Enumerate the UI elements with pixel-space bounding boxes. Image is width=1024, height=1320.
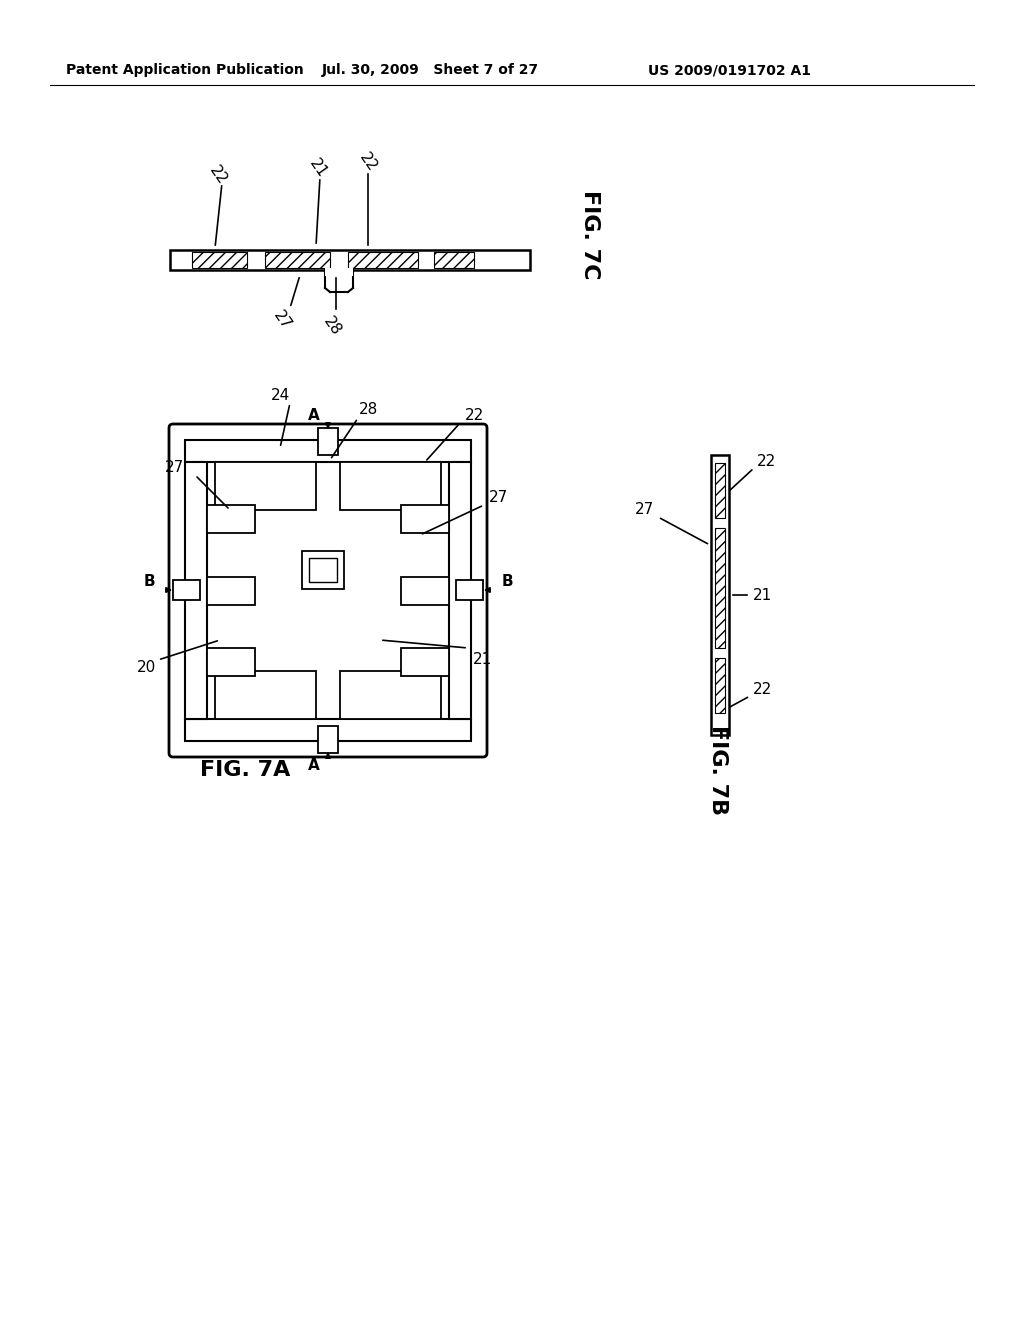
Bar bbox=[170, 249, 530, 271]
Bar bbox=[340, 462, 441, 510]
Bar bbox=[318, 726, 338, 752]
Text: B: B bbox=[501, 574, 513, 590]
Text: 28: 28 bbox=[358, 403, 378, 417]
Bar bbox=[401, 648, 449, 676]
FancyBboxPatch shape bbox=[169, 424, 487, 756]
Bar bbox=[715, 657, 725, 713]
Text: A: A bbox=[308, 758, 319, 772]
Text: 20: 20 bbox=[137, 660, 157, 676]
Bar bbox=[207, 506, 255, 533]
Bar bbox=[185, 719, 471, 741]
Text: 22: 22 bbox=[753, 682, 772, 697]
Text: 21: 21 bbox=[753, 587, 772, 602]
Text: 22: 22 bbox=[206, 162, 229, 187]
Text: 22: 22 bbox=[465, 408, 484, 422]
Bar bbox=[325, 268, 353, 276]
Text: 27: 27 bbox=[635, 503, 654, 517]
Text: US 2009/0191702 A1: US 2009/0191702 A1 bbox=[648, 63, 811, 77]
Bar bbox=[348, 252, 418, 268]
Bar bbox=[193, 252, 247, 268]
Bar bbox=[449, 462, 471, 719]
Bar bbox=[207, 577, 255, 605]
Text: 27: 27 bbox=[488, 491, 508, 506]
Text: 27: 27 bbox=[165, 461, 184, 475]
Bar bbox=[215, 462, 316, 510]
Text: 28: 28 bbox=[321, 314, 344, 338]
Bar bbox=[318, 428, 338, 455]
Bar bbox=[185, 462, 207, 719]
Bar bbox=[711, 455, 729, 735]
Bar bbox=[309, 558, 337, 582]
Bar bbox=[715, 463, 725, 517]
Bar bbox=[173, 579, 200, 601]
Text: Jul. 30, 2009   Sheet 7 of 27: Jul. 30, 2009 Sheet 7 of 27 bbox=[322, 63, 539, 77]
Text: 22: 22 bbox=[757, 454, 775, 470]
Text: FIG. 7C: FIG. 7C bbox=[580, 190, 600, 280]
Text: B: B bbox=[143, 574, 155, 590]
Bar bbox=[434, 252, 474, 268]
Text: 24: 24 bbox=[270, 388, 290, 403]
Bar bbox=[215, 671, 316, 719]
Bar bbox=[401, 577, 449, 605]
Text: FIG. 7B: FIG. 7B bbox=[708, 725, 728, 814]
Bar bbox=[207, 648, 255, 676]
Bar bbox=[456, 579, 483, 601]
Bar bbox=[185, 440, 471, 462]
Bar bbox=[401, 506, 449, 533]
Bar bbox=[265, 252, 330, 268]
Text: FIG. 7A: FIG. 7A bbox=[200, 760, 290, 780]
Text: 27: 27 bbox=[270, 308, 294, 333]
Bar bbox=[340, 671, 441, 719]
Text: Patent Application Publication: Patent Application Publication bbox=[67, 63, 304, 77]
Text: 21: 21 bbox=[472, 652, 492, 668]
Bar bbox=[715, 528, 725, 648]
Bar bbox=[302, 550, 344, 589]
Text: 21: 21 bbox=[306, 156, 330, 181]
Text: 22: 22 bbox=[356, 149, 380, 174]
Text: A: A bbox=[308, 408, 319, 424]
